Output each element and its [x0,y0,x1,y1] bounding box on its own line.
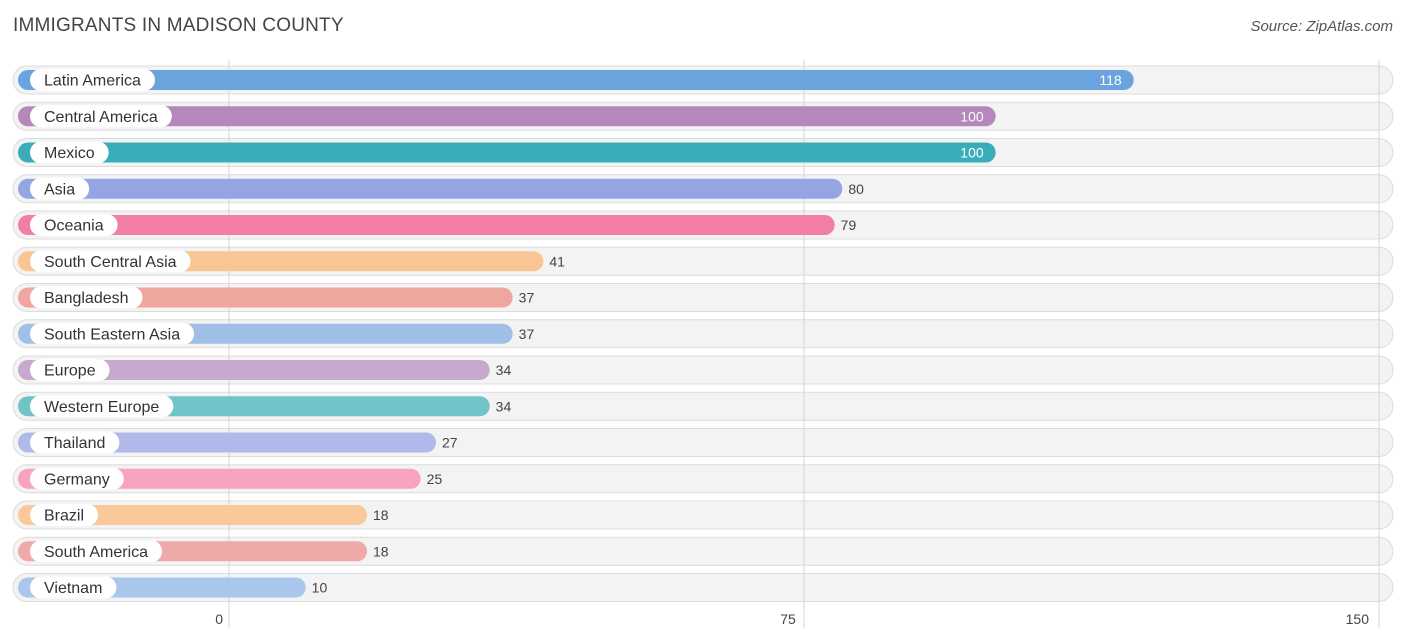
bar [18,432,436,453]
value-label: 34 [496,362,512,378]
category-label: Thailand [44,435,105,452]
category-label: South Eastern Asia [44,326,180,343]
category-label-pill [30,286,143,309]
value-label: 34 [496,398,512,414]
x-tick-label: 0 [215,611,223,627]
category-label: Germany [44,471,110,488]
value-label: 18 [373,507,389,523]
category-label-pill [30,540,163,563]
bar [18,287,513,308]
category-label: Europe [44,363,96,380]
category-label-pill [30,214,118,236]
bar [18,360,490,380]
bar [18,106,996,127]
bar [18,142,996,163]
category-label: Western Europe [44,399,159,416]
chart-title: IMMIGRANTS IN MADISON COUNTY [13,15,344,36]
category-label-pill [30,105,172,128]
category-label: Central America [44,109,158,126]
bar [18,178,843,199]
category-label-pill [30,141,109,164]
category-label-pill [30,504,99,526]
category-label-pill [30,322,195,345]
category-label-pill [30,431,120,454]
x-tick-label: 150 [1346,611,1370,627]
value-label: 80 [848,181,864,197]
row-background [12,573,1394,602]
value-label: 37 [519,326,535,342]
category-label: Bangladesh [44,290,129,307]
category-label: Mexico [44,145,95,162]
value-label: 27 [442,435,458,451]
x-tick-label: 75 [780,611,796,627]
category-label-pill [30,359,110,381]
category-label-pill [30,250,191,273]
value-label: 41 [549,253,565,269]
category-label: South Central Asia [44,254,177,271]
category-label-pill [30,576,117,599]
value-label: 10 [312,580,328,596]
category-label: Brazil [44,508,84,525]
value-label: 100 [960,108,984,124]
value-label: 37 [519,290,535,306]
value-label: 25 [427,471,443,487]
category-label: Latin America [44,73,141,90]
category-label-pill [30,69,155,91]
category-label: Oceania [44,218,104,235]
bar [18,70,1134,90]
value-label: 118 [1099,72,1122,88]
bar [18,215,835,235]
category-label-pill [30,177,90,200]
category-label-pill [30,395,174,418]
category-label-pill [30,467,124,490]
category-label: Asia [44,181,75,198]
category-label: South America [44,544,148,561]
source-note: Source: ZipAtlas.com [1250,18,1393,35]
value-label: 18 [373,543,389,559]
category-label: Vietnam [44,580,102,597]
bar [18,505,367,525]
value-label: 79 [841,217,857,233]
value-label: 100 [960,145,984,161]
